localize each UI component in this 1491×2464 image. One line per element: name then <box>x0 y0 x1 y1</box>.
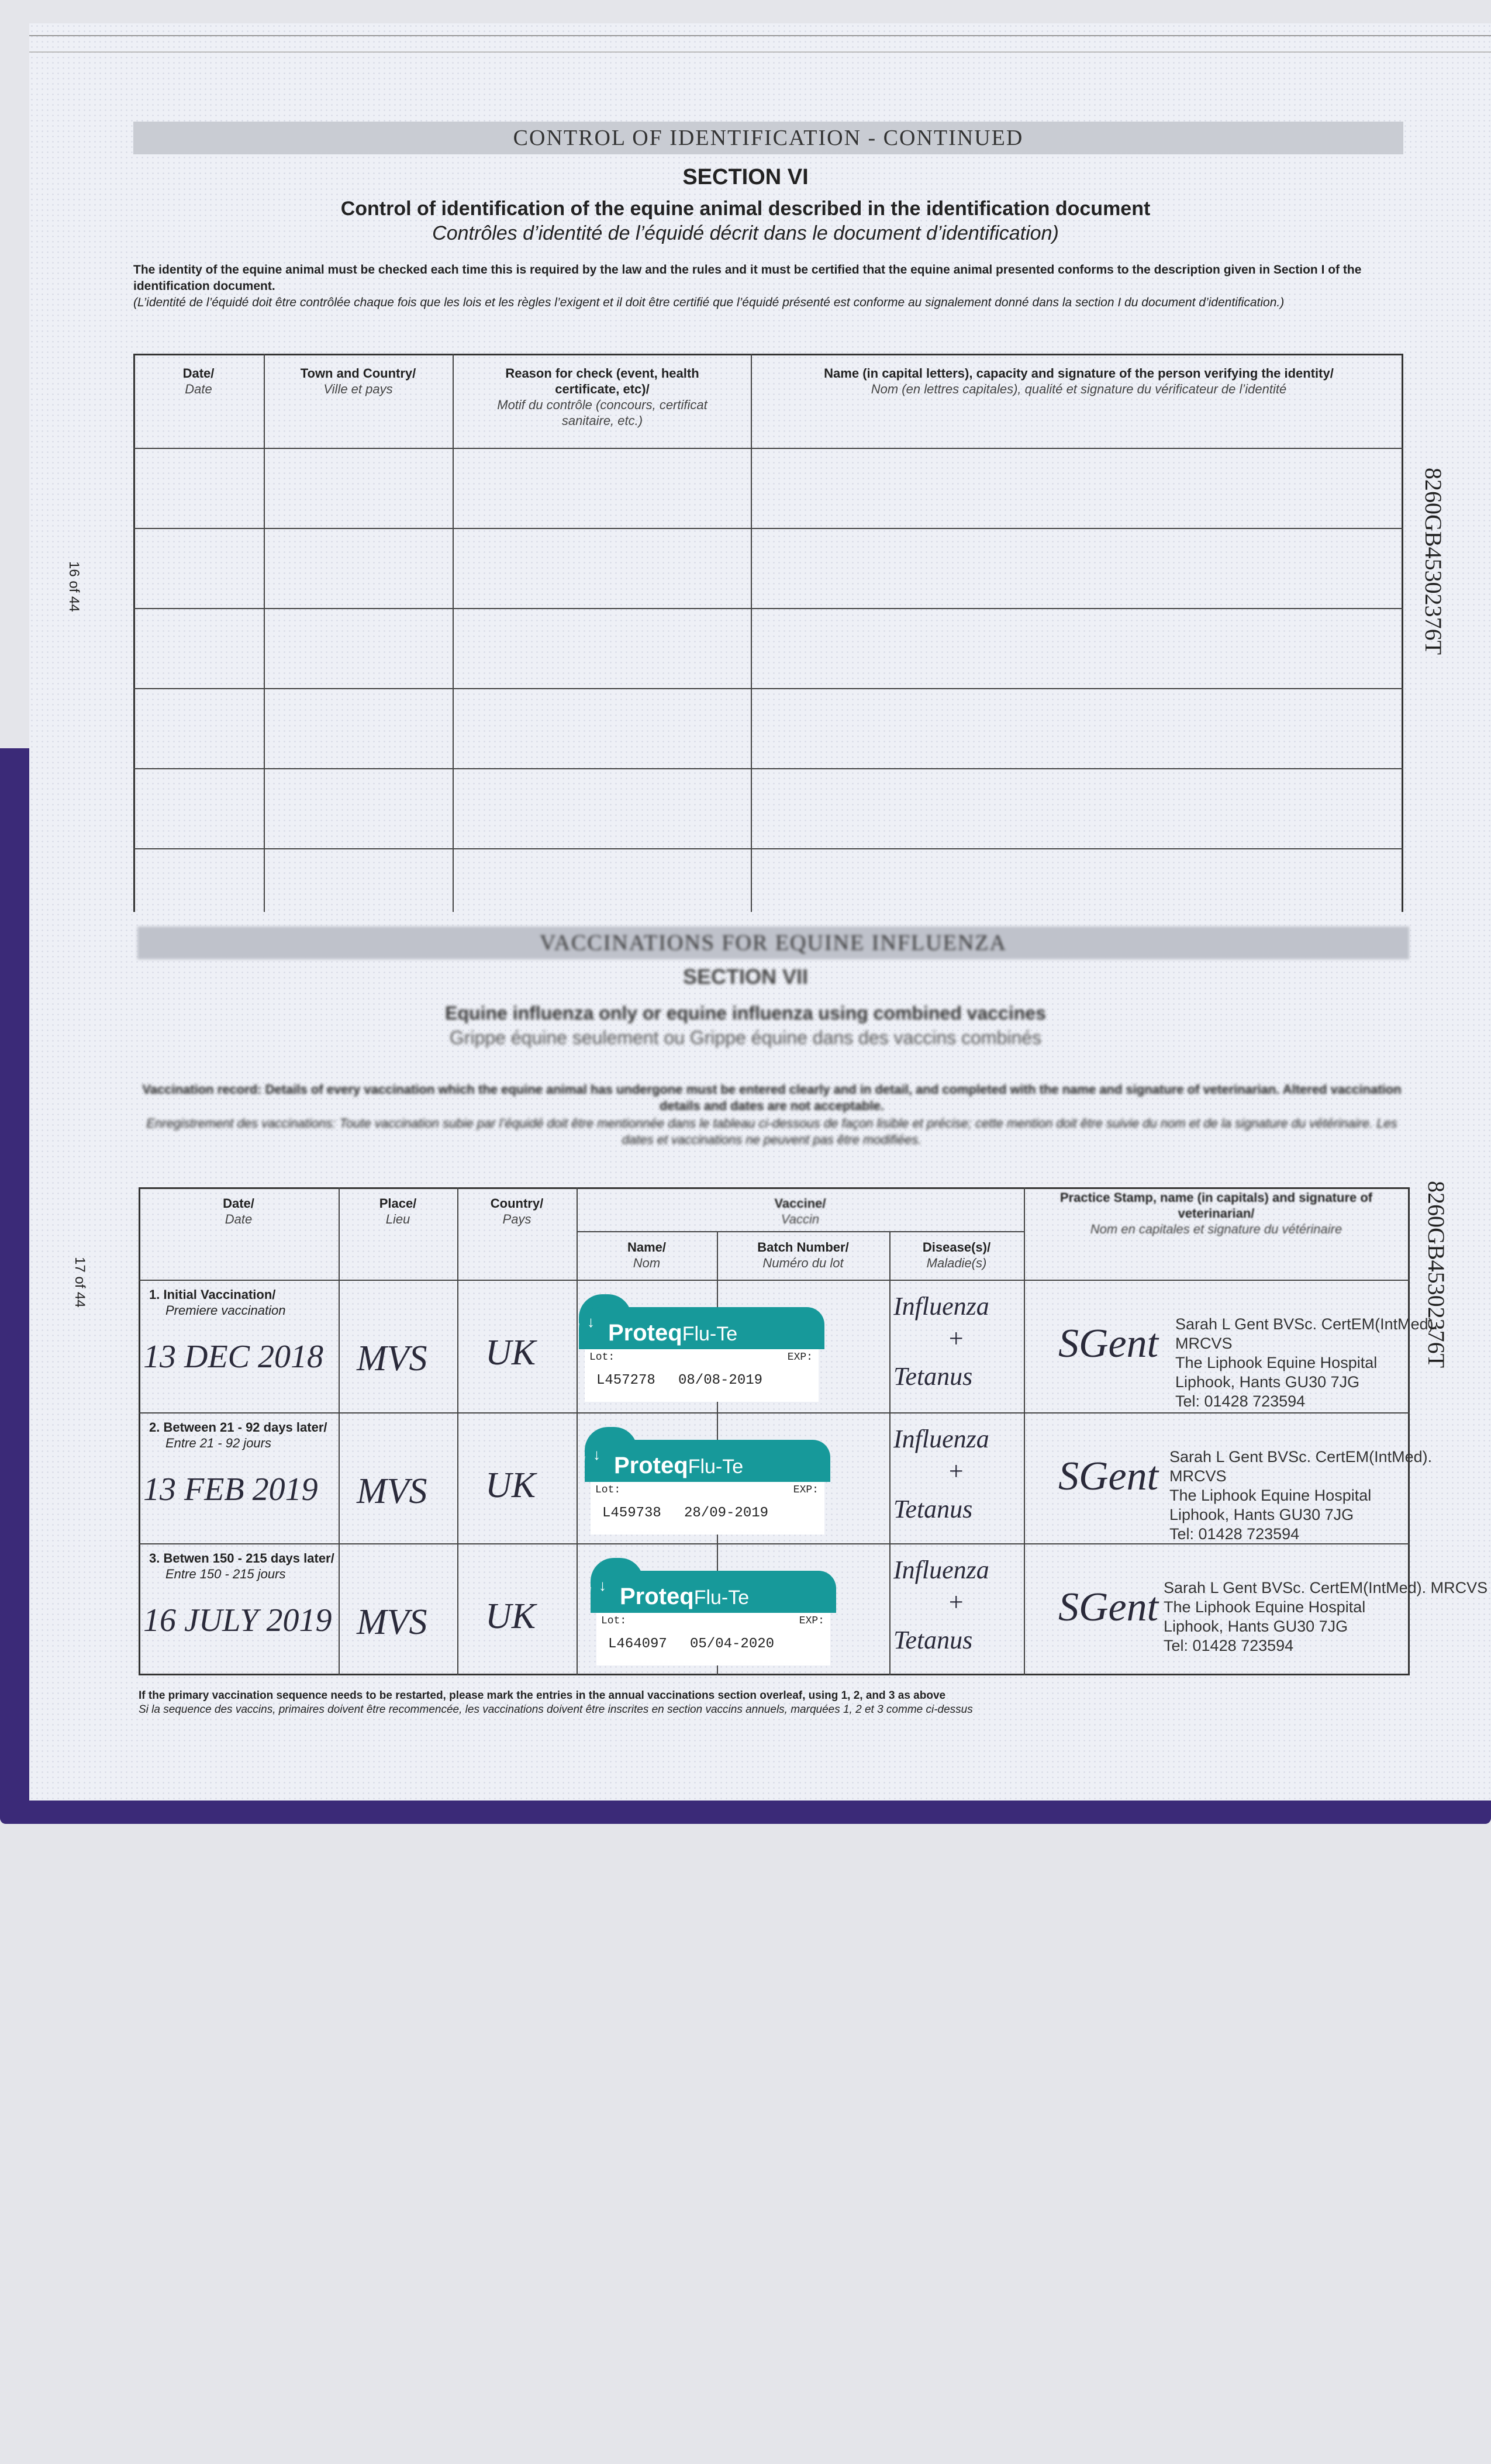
row-divider <box>139 1280 1410 1281</box>
vaccination-date: 16 JULY 2019 <box>143 1602 332 1639</box>
section-band: CONTROL OF IDENTIFICATION - CONTINUED <box>133 122 1403 154</box>
batch-lot: L457278 <box>596 1373 655 1388</box>
col-divider <box>457 1187 458 1675</box>
col-header-batch: Batch Number/Numéro du lot <box>757 1240 849 1270</box>
col-header-date: Date/Date <box>182 366 215 396</box>
row-divider <box>133 848 1403 849</box>
col-header-name: Name/Nom <box>627 1240 667 1270</box>
row-divider <box>139 1543 1410 1544</box>
practice-stamp: Sarah L Gent BVSc. CertEM(IntMed). MRCVS… <box>1175 1315 1438 1410</box>
disease-2: Tetanus <box>893 1626 973 1654</box>
vet-signature: SGent <box>1058 1321 1159 1366</box>
row-divider <box>577 1231 1024 1232</box>
batch-lot: L464097 <box>608 1636 667 1652</box>
col-header-verifier: Name (in capital letters), capacity and … <box>824 366 1334 396</box>
col-divider <box>264 354 265 915</box>
expiry-date: 08/08-2019 <box>678 1373 763 1388</box>
col-header-vet: Practice Stamp, name (in capitals) and s… <box>1059 1190 1373 1236</box>
row-divider <box>133 448 1403 449</box>
expiry-date: 05/04-2020 <box>690 1636 775 1652</box>
page-title-fr: Grippe équine seulement ou Grippe équine… <box>449 1027 1042 1048</box>
document-number: 8260GB45302376T <box>1423 1181 1449 1368</box>
col-divider <box>339 1187 340 1675</box>
vaccination-date: 13 DEC 2018 <box>143 1339 323 1375</box>
vaccination-place: MVS <box>357 1339 427 1378</box>
row-divider <box>133 608 1403 609</box>
vaccine-label-sticker: ↓ ProteqFlu-Te Lot: EXP: L457278 08/08-2019 <box>579 1294 824 1405</box>
row-divider <box>133 688 1403 689</box>
page-title-fr: Contrôles d’identité de l’équidé décrit … <box>432 222 1059 244</box>
row-divider <box>133 768 1403 769</box>
vaccine-label-sticker: ↓ ProteqFlu-Te Lot: EXP: L464097 05/04-2020 <box>591 1558 836 1669</box>
section-band: VACCINATIONS FOR EQUINE INFLUENZA <box>137 927 1409 959</box>
disease-plus: + <box>947 1457 965 1485</box>
vaccination-table <box>139 1187 1410 1675</box>
intro-text: Vaccination record: Details of every vac… <box>142 1082 1402 1113</box>
vaccine-label-sticker: ↓ ProteqFlu-Te Lot: EXP: L459738 28/09-2019 <box>585 1427 830 1538</box>
practice-stamp: Sarah L Gent BVSc. CertEM(IntMed). MRCVS… <box>1169 1448 1433 1543</box>
page-16 <box>29 23 1491 912</box>
vet-signature: SGent <box>1058 1454 1159 1499</box>
footer-note: If the primary vaccination sequence need… <box>139 1689 946 1702</box>
row-label: 2. Between 21 - 92 days later/ <box>149 1420 327 1435</box>
batch-lot: L459738 <box>602 1505 661 1521</box>
row-label: 1. Initial Vaccination/ <box>149 1287 276 1302</box>
download-arrow-icon: ↓ <box>599 1577 606 1594</box>
vet-signature: SGent <box>1058 1585 1159 1630</box>
page-title: Control of identification of the equine … <box>340 198 1151 220</box>
practice-stamp: Sarah L Gent BVSc. CertEM(IntMed). MRCVS… <box>1164 1579 1488 1654</box>
row-divider <box>139 1412 1410 1414</box>
page-number: 16 of 44 <box>66 561 82 612</box>
vaccination-place: MVS <box>357 1602 427 1642</box>
col-header-date: Date/Date <box>223 1196 254 1226</box>
intro-text: The identity of the equine animal must b… <box>133 263 1362 293</box>
col-header-disease: Disease(s)/Maladie(s) <box>922 1240 991 1270</box>
col-divider <box>889 1231 891 1675</box>
disease-1: Influenza <box>893 1292 989 1321</box>
vaccination-country: UK <box>485 1333 536 1373</box>
download-arrow-icon: ↓ <box>593 1446 600 1463</box>
disease-1: Influenza <box>893 1425 989 1453</box>
vaccination-country: UK <box>485 1596 536 1636</box>
col-header-reason: Reason for check (event, health certific… <box>497 366 707 428</box>
intro-text-fr: Enregistrement des vaccinations: Toute v… <box>146 1116 1397 1147</box>
row-label-fr: Entre 150 - 215 jours <box>165 1567 286 1581</box>
col-divider <box>453 354 454 915</box>
col-header-country: Country/Pays <box>490 1196 544 1226</box>
disease-2: Tetanus <box>893 1495 973 1523</box>
vaccination-date: 13 FEB 2019 <box>143 1471 318 1508</box>
row-divider <box>133 528 1403 529</box>
identity-check-table <box>133 354 1403 918</box>
document-number: 8260GB45302376T <box>1420 468 1447 655</box>
row-label-fr: Premiere vaccination <box>165 1303 286 1318</box>
col-header-place: Place/Lieu <box>379 1196 417 1226</box>
section-heading: SECTION VII <box>682 965 809 989</box>
expiry-date: 28/09-2019 <box>684 1505 769 1521</box>
col-divider <box>751 354 752 915</box>
row-label-fr: Entre 21 - 92 jours <box>165 1436 271 1450</box>
row-label: 3. Betwen 150 - 215 days later/ <box>149 1551 334 1566</box>
vaccination-country: UK <box>485 1466 536 1505</box>
footer-note-fr: Si la sequence des vaccins, primaires do… <box>139 1703 973 1716</box>
col-divider <box>1024 1187 1025 1675</box>
disease-2: Tetanus <box>893 1362 973 1391</box>
disease-plus: + <box>947 1588 965 1616</box>
binding-lines <box>29 35 1491 53</box>
col-header-vaccine: Vaccine/Vaccin <box>774 1196 826 1226</box>
col-divider <box>577 1187 578 1675</box>
section-heading: SECTION VI <box>682 165 809 189</box>
page-number: 17 of 44 <box>72 1257 88 1308</box>
col-header-town: Town and Country/Ville et pays <box>300 366 416 396</box>
vaccination-place: MVS <box>357 1471 427 1511</box>
disease-1: Influenza <box>893 1556 989 1584</box>
page-title: Equine influenza only or equine influenz… <box>445 1003 1046 1024</box>
download-arrow-icon: ↓ <box>587 1313 595 1331</box>
disease-plus: + <box>947 1324 965 1353</box>
intro-text-fr: (L’identité de l’équidé doit être contrô… <box>133 296 1285 309</box>
